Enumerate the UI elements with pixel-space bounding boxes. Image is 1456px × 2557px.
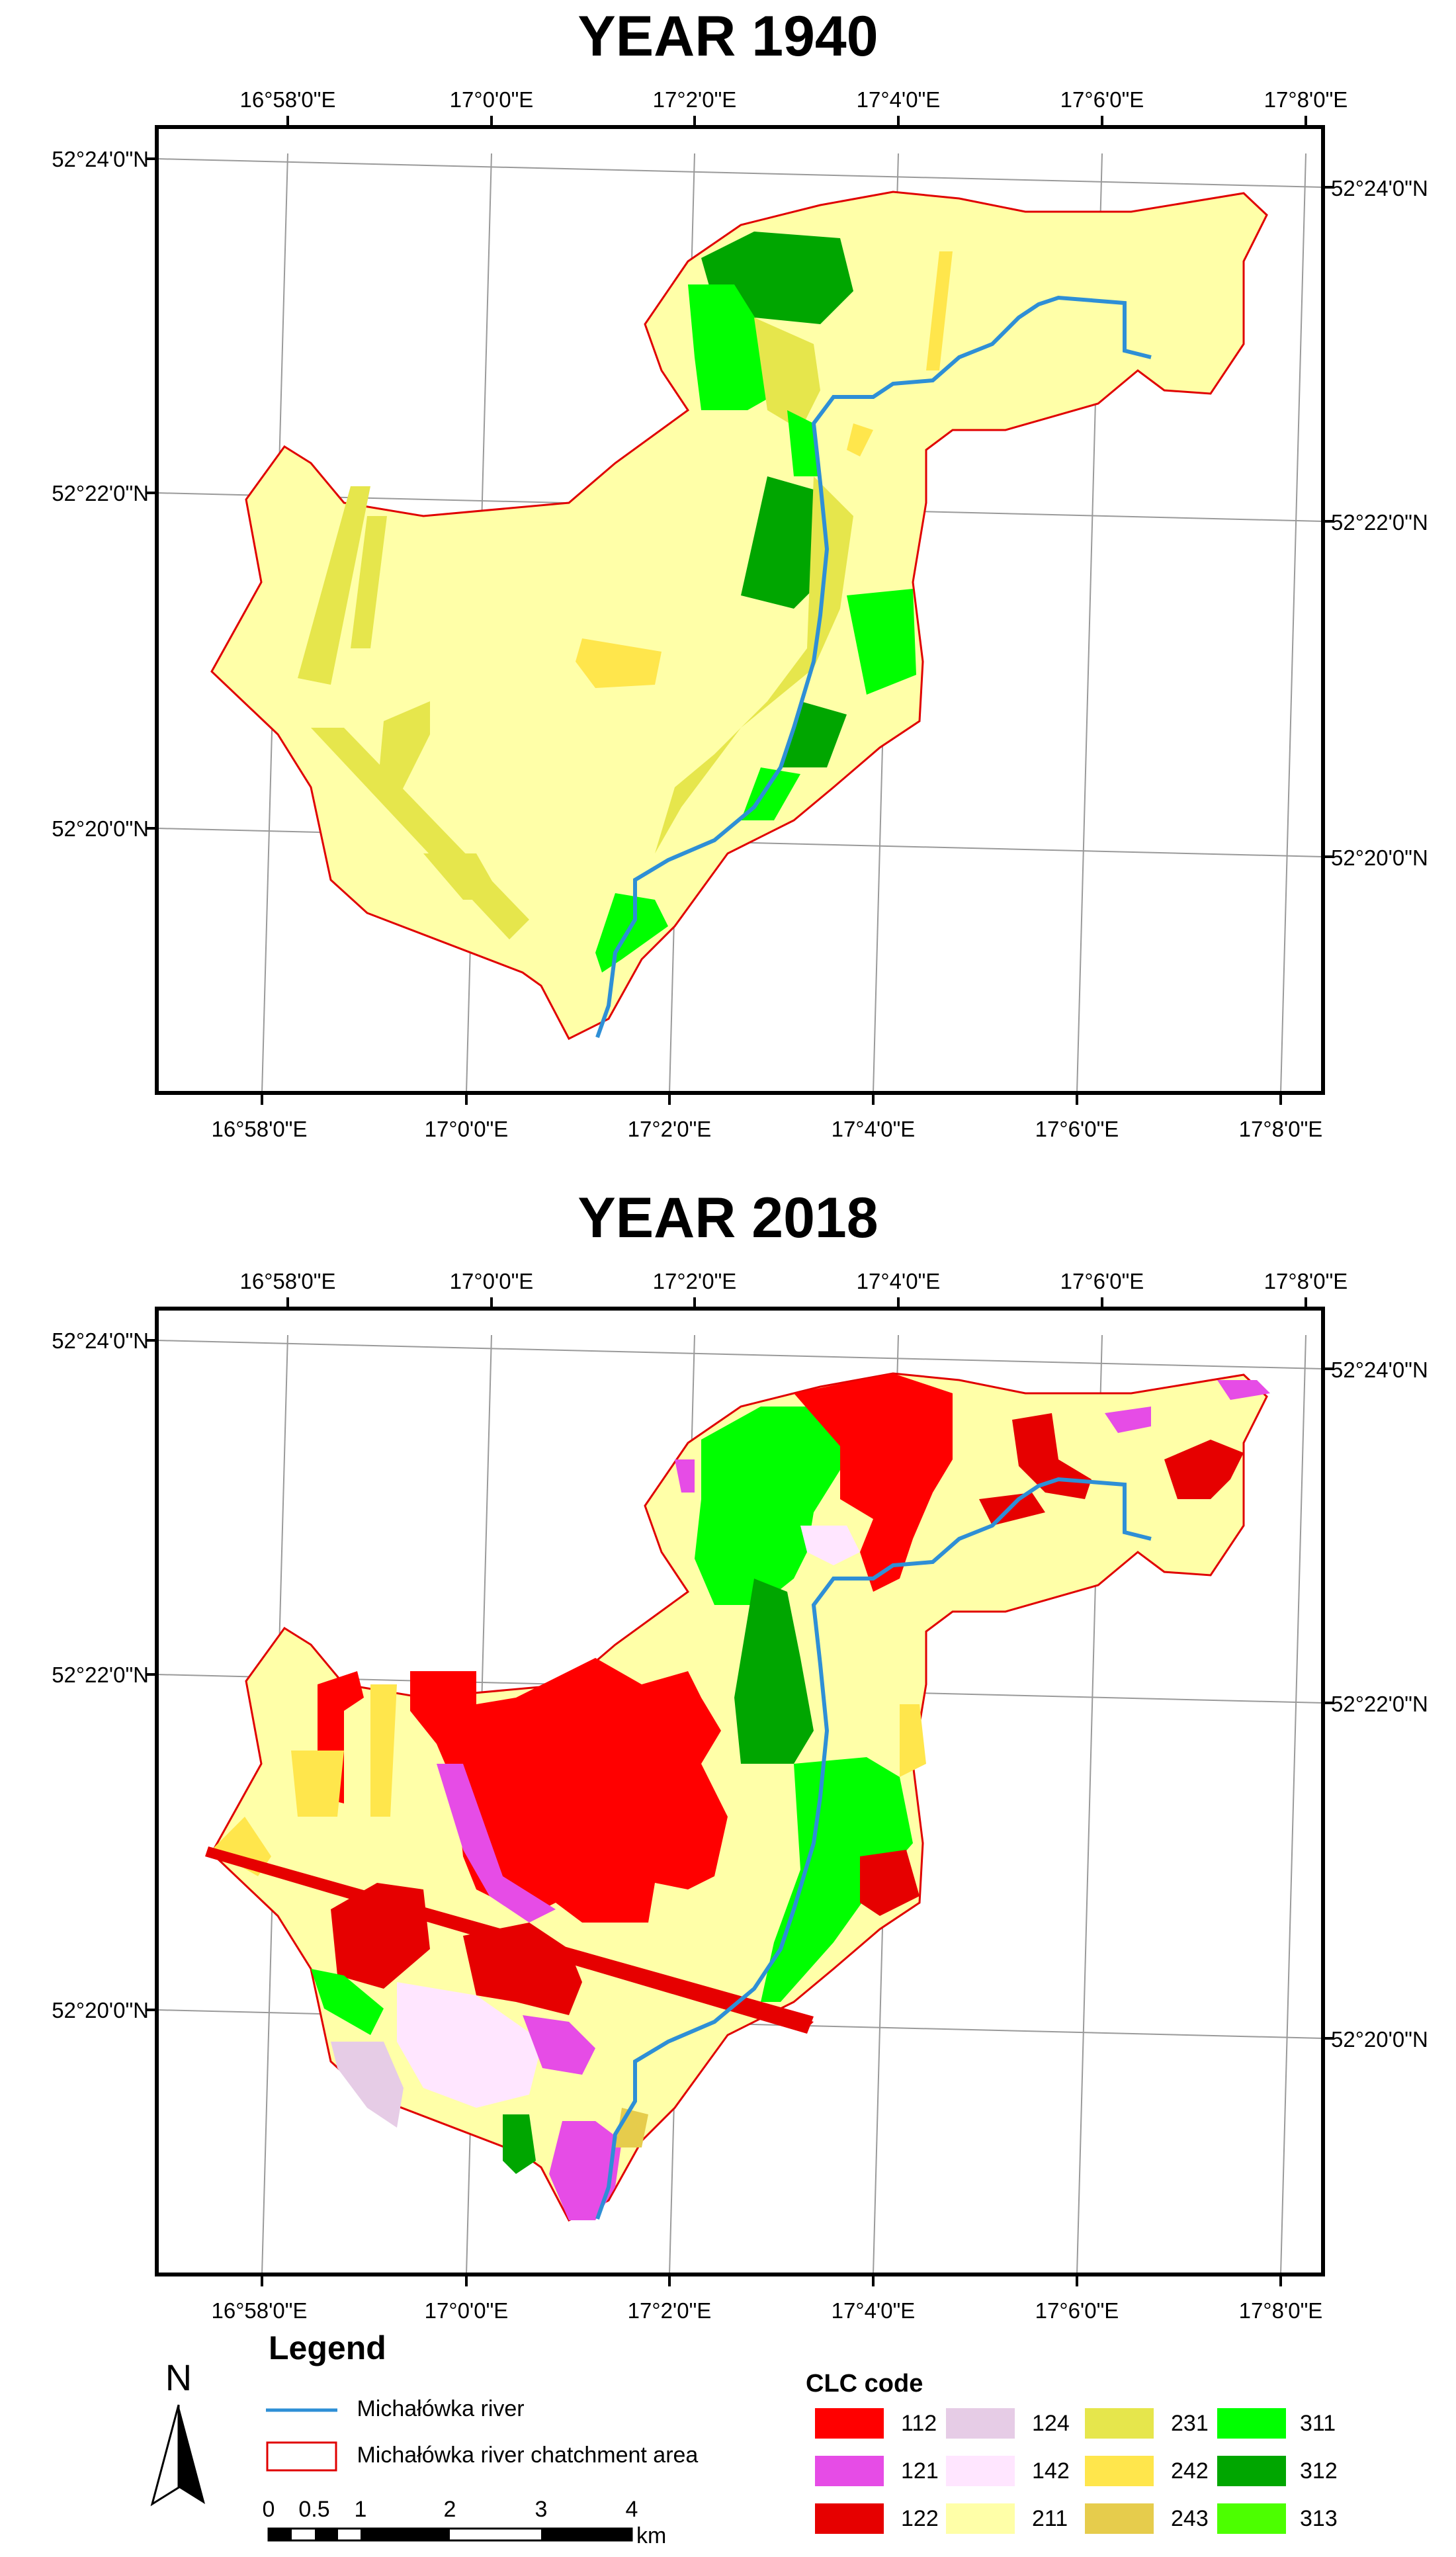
swatch-121 xyxy=(815,2456,884,2486)
land-cover-patches xyxy=(205,1373,1270,2220)
lon-label-top: 17°6'0"E xyxy=(1060,87,1144,112)
lon-label-bottom: 17°0'0"E xyxy=(425,2298,509,2319)
lon-label-bottom: 16°58'0"E xyxy=(212,1117,308,1138)
clc-code: 231 xyxy=(1171,2411,1209,2436)
map-frame xyxy=(155,1307,1325,2276)
north-arrow-icon-half xyxy=(150,2404,180,2507)
river-line-icon xyxy=(266,2408,337,2412)
north-label: N xyxy=(165,2359,192,2398)
lat-label-left: 52°20'0"N xyxy=(52,1998,149,2022)
lon-label-bottom: 17°8'0"E xyxy=(1239,2298,1323,2319)
lon-label-bottom: 16°58'0"E xyxy=(212,2298,308,2319)
lat-label-right: 52°24'0"N xyxy=(1331,1358,1428,1382)
map-frame xyxy=(155,125,1325,1095)
lat-label-left: 52°22'0"N xyxy=(52,481,149,505)
scale-tick-label: 4 xyxy=(626,2497,638,2522)
clc-code: 312 xyxy=(1300,2458,1338,2484)
lat-label-left: 52°22'0"N xyxy=(52,1663,149,1687)
lon-label-bottom: 17°0'0"E xyxy=(425,1117,509,1138)
clc-code: 242 xyxy=(1171,2458,1209,2484)
legend-river-row: Michałówka river xyxy=(266,2396,525,2422)
lon-label-top: 16°58'0"E xyxy=(240,87,336,112)
lon-label-top: 17°4'0"E xyxy=(857,87,941,112)
lon-label-top: 17°0'0"E xyxy=(450,87,534,112)
swatch-122 xyxy=(815,2503,884,2534)
scale-tick-label: 3 xyxy=(535,2497,548,2522)
clc-title: CLC code xyxy=(806,2370,923,2398)
lon-label-top: 16°58'0"E xyxy=(240,1269,336,1293)
swatch-112 xyxy=(815,2408,884,2439)
clc-code: 121 xyxy=(901,2458,939,2484)
scale-tick-label: 0.5 xyxy=(298,2497,329,2522)
clc-code: 211 xyxy=(1032,2506,1068,2531)
clc-code: 243 xyxy=(1171,2506,1209,2531)
lon-label-bottom: 17°4'0"E xyxy=(832,1117,916,1138)
clc-code: 142 xyxy=(1032,2458,1070,2484)
swatch-311 xyxy=(1217,2408,1286,2439)
clc-code: 122 xyxy=(901,2506,939,2531)
scale-tick-label: 1 xyxy=(355,2497,367,2522)
north-arrow: N xyxy=(150,2359,205,2507)
clc-code: 112 xyxy=(901,2411,937,2436)
lon-label-bottom: 17°4'0"E xyxy=(832,2298,916,2319)
scale-unit: km xyxy=(636,2523,666,2548)
lon-label-bottom: 17°2'0"E xyxy=(628,1117,712,1138)
lat-label-right: 52°22'0"N xyxy=(1331,1692,1428,1716)
map-2018: 16°58'0"E 17°0'0"E 17°2'0"E 17°4'0"E 17°… xyxy=(52,1269,1428,2319)
lon-label-top: 17°2'0"E xyxy=(653,87,737,112)
lat-label-right: 52°20'0"N xyxy=(1331,845,1428,870)
lon-label-bottom: 17°2'0"E xyxy=(628,2298,712,2319)
river xyxy=(595,295,1152,1039)
lon-label-bottom: 17°8'0"E xyxy=(1239,1117,1323,1138)
river xyxy=(595,1477,1152,2220)
river-label: Michałówka river xyxy=(357,2396,525,2421)
lat-label-right: 52°22'0"N xyxy=(1331,510,1428,535)
north-arrow-icon xyxy=(179,2405,205,2504)
swatch-242 xyxy=(1085,2456,1154,2486)
lon-label-top: 17°8'0"E xyxy=(1264,1269,1348,1293)
clc-code: 311 xyxy=(1300,2411,1336,2436)
lat-label-right: 52°24'0"N xyxy=(1331,176,1428,200)
swatch-312 xyxy=(1217,2456,1286,2486)
swatch-124 xyxy=(946,2408,1015,2439)
swatch-211 xyxy=(946,2503,1015,2534)
legend-title: Legend xyxy=(269,2329,386,2366)
map-1940: 16°58'0"E 17°0'0"E 17°2'0"E 17°4'0"E 17°… xyxy=(52,87,1428,1138)
lat-label-left: 52°24'0"N xyxy=(52,147,149,171)
swatch-142 xyxy=(946,2456,1015,2486)
lon-label-top: 17°4'0"E xyxy=(857,1269,941,1293)
lon-label-top: 17°0'0"E xyxy=(450,1269,534,1293)
lon-label-top: 17°8'0"E xyxy=(1264,87,1348,112)
lat-label-left: 52°24'0"N xyxy=(52,1328,149,1353)
catchment-box-icon xyxy=(266,2441,337,2472)
lon-label-top: 17°6'0"E xyxy=(1060,1269,1144,1293)
map-title-2018: YEAR 2018 xyxy=(578,1186,878,1250)
swatch-231 xyxy=(1085,2408,1154,2439)
scale-tick-label: 0 xyxy=(263,2497,275,2522)
catchment-area xyxy=(210,191,1268,1040)
clc-code: 313 xyxy=(1300,2506,1338,2531)
swatch-243 xyxy=(1085,2503,1154,2534)
catchment-label: Michałówka river chatchment area xyxy=(357,2442,699,2468)
frame-ticks xyxy=(146,1297,1334,2286)
lon-label-bottom: 17°6'0"E xyxy=(1035,2298,1119,2319)
clc-code: 124 xyxy=(1032,2411,1070,2436)
lat-label-right: 52°20'0"N xyxy=(1331,2027,1428,2052)
lat-label-left: 52°20'0"N xyxy=(52,816,149,841)
map-title-1940: YEAR 1940 xyxy=(578,5,878,68)
lon-label-top: 17°2'0"E xyxy=(653,1269,737,1293)
swatch-313 xyxy=(1217,2503,1286,2534)
lon-label-bottom: 17°6'0"E xyxy=(1035,1117,1119,1138)
scale-bar: 0 0.5 1 2 3 4 km xyxy=(263,2497,667,2548)
legend-catchment-row: Michałówka river chatchment area xyxy=(266,2441,698,2472)
scale-tick-label: 2 xyxy=(444,2497,456,2522)
frame-ticks xyxy=(146,116,1334,1105)
